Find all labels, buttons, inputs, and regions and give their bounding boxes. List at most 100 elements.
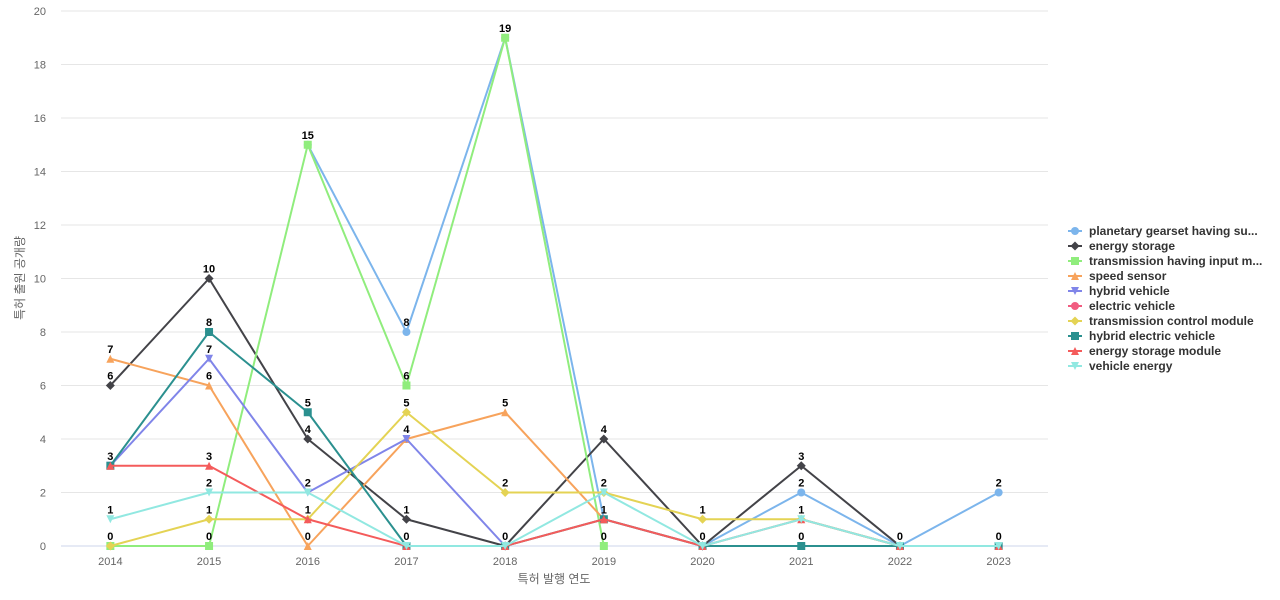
legend-label: hybrid vehicle <box>1089 284 1170 298</box>
data-point <box>303 515 312 524</box>
legend-item[interactable]: hybrid vehicle <box>1068 284 1170 298</box>
data-label: 3 <box>107 451 113 463</box>
data-label: 8 <box>403 317 409 329</box>
x-tick-label: 2021 <box>789 556 813 568</box>
data-label: 0 <box>601 531 607 543</box>
data-point <box>501 408 510 417</box>
data-point <box>303 408 312 417</box>
series-0 <box>303 33 1003 550</box>
legend-label: energy storage <box>1089 239 1175 253</box>
x-tick-label: 2022 <box>888 556 912 568</box>
series-layer <box>105 33 1003 551</box>
x-tick-label: 2014 <box>98 556 122 568</box>
legend-item[interactable]: transmission control module <box>1068 314 1254 328</box>
legend-label: transmission having input m... <box>1089 254 1262 268</box>
data-point <box>402 435 411 443</box>
legend-marker <box>1071 302 1079 310</box>
data-label: 2 <box>502 478 508 490</box>
data-point <box>402 542 411 550</box>
data-label: 0 <box>699 531 705 543</box>
series-9 <box>106 488 1003 550</box>
y-tick-label: 2 <box>40 488 46 500</box>
data-point <box>599 488 608 497</box>
x-tick-label: 2023 <box>986 556 1010 568</box>
series-line <box>110 464 999 547</box>
data-point <box>204 514 214 524</box>
legend-item[interactable]: vehicle energy <box>1068 359 1173 373</box>
x-tick-label: 2015 <box>197 556 221 568</box>
data-label: 4 <box>305 424 312 436</box>
data-point <box>698 514 708 524</box>
legend-label: speed sensor <box>1089 269 1167 283</box>
legend-marker <box>1071 287 1079 295</box>
legend-item[interactable]: electric vehicle <box>1068 299 1175 313</box>
x-tick-label: 2020 <box>690 556 714 568</box>
data-label: 7 <box>206 344 212 356</box>
data-point <box>500 488 510 497</box>
legend-marker <box>1071 257 1079 265</box>
y-tick-label: 14 <box>34 167 46 179</box>
legend: planetary gearset having su...energy sto… <box>1068 224 1262 373</box>
data-point <box>303 434 313 444</box>
data-label: 0 <box>305 531 311 543</box>
data-label: 1 <box>699 504 705 516</box>
legend-marker <box>1071 347 1079 355</box>
series-line <box>306 36 1000 547</box>
legend-marker <box>1071 227 1079 235</box>
data-label: 0 <box>107 531 113 543</box>
data-label: 8 <box>206 317 212 329</box>
data-point <box>796 461 806 471</box>
y-tick-label: 20 <box>34 6 46 18</box>
y-tick-label: 18 <box>34 60 46 72</box>
data-point <box>797 515 806 524</box>
legend-marker <box>1070 241 1080 251</box>
legend-marker <box>1071 332 1079 340</box>
data-label: 4 <box>403 424 410 436</box>
data-point <box>402 328 411 336</box>
legend-item[interactable]: speed sensor <box>1068 269 1167 283</box>
y-tick-label: 4 <box>40 434 46 446</box>
data-point <box>698 542 707 550</box>
y-tick-label: 6 <box>40 381 46 393</box>
data-point <box>797 542 806 550</box>
data-label: 7 <box>107 344 113 356</box>
axis-layer: 특허 출원 공개량 특허 발행 연도 <box>13 236 590 586</box>
data-label: 3 <box>798 451 804 463</box>
data-label: 0 <box>897 531 903 543</box>
legend-item[interactable]: hybrid electric vehicle <box>1068 329 1215 343</box>
data-label: 1 <box>601 504 607 516</box>
data-point <box>205 328 214 336</box>
y-axis-title: 특허 출원 공개량 <box>13 236 27 320</box>
data-label: 2 <box>305 478 311 490</box>
data-point <box>501 542 510 550</box>
legend-marker <box>1070 316 1080 326</box>
legend-label: electric vehicle <box>1089 299 1175 313</box>
data-point <box>797 488 806 497</box>
legend-item[interactable]: energy storage module <box>1068 344 1221 358</box>
legend-label: vehicle energy <box>1089 359 1173 373</box>
y-tick-label: 12 <box>34 220 46 232</box>
legend-item[interactable]: energy storage <box>1068 239 1175 253</box>
data-label: 1 <box>107 504 113 516</box>
legend-item[interactable]: planetary gearset having su... <box>1068 224 1258 238</box>
data-point <box>402 381 411 390</box>
data-label: 5 <box>403 397 409 409</box>
data-point <box>303 488 312 497</box>
data-point <box>599 434 609 444</box>
series-line <box>110 36 605 547</box>
legend-item[interactable]: transmission having input m... <box>1068 254 1262 268</box>
data-label: 6 <box>403 371 409 383</box>
data-point <box>599 542 608 550</box>
series-line <box>110 357 605 547</box>
data-label: 3 <box>206 451 212 463</box>
series-3 <box>106 354 608 550</box>
series-2 <box>106 33 608 550</box>
data-label: 0 <box>206 531 212 543</box>
data-label: 6 <box>107 371 113 383</box>
x-tick-label: 2017 <box>394 556 418 568</box>
data-point <box>895 542 904 550</box>
data-point <box>205 542 214 550</box>
data-point <box>205 381 214 390</box>
